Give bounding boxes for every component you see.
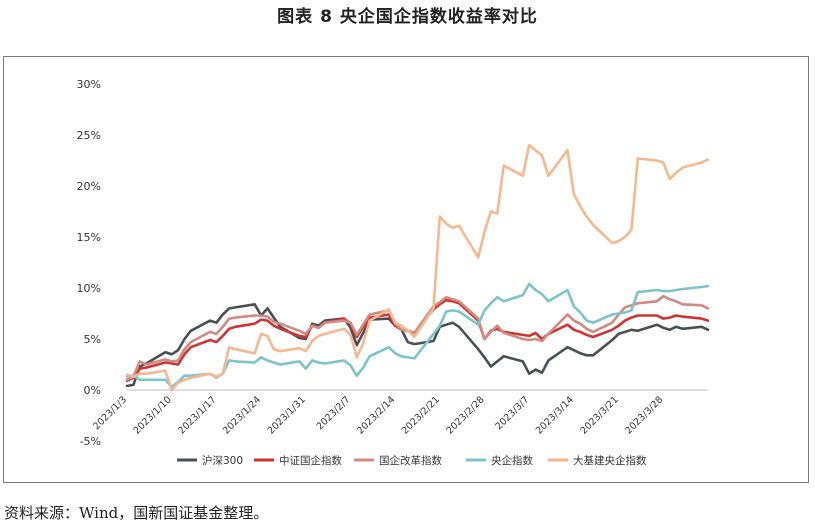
y-tick-label: 15%	[77, 231, 101, 244]
series-line	[125, 143, 710, 392]
legend-label: 沪深300	[202, 454, 243, 467]
x-tick-label: 2023/2/21	[400, 394, 442, 436]
y-tick-label: -5%	[80, 435, 101, 448]
source-note: 资料来源：Wind，国新国证基金整理。	[4, 504, 269, 522]
x-tick-label: 2023/2/14	[355, 394, 397, 436]
x-tick-label: 2023/1/3	[91, 394, 129, 432]
series-line	[125, 282, 710, 389]
series-line	[125, 303, 710, 388]
x-tick-label: 2023/3/28	[623, 394, 665, 436]
legend-label: 大基建央企指数	[573, 454, 647, 467]
x-tick-label: 2023/1/17	[176, 394, 218, 436]
x-tick-label: 2023/3/7	[493, 394, 531, 432]
figure-title: 图表 8 央企国企指数收益率对比	[277, 7, 538, 27]
x-tick-label: 2023/1/10	[132, 394, 174, 436]
y-tick-label: 25%	[77, 129, 101, 142]
legend-label: 央企指数	[491, 454, 533, 467]
x-tick-label: 2023/3/21	[579, 394, 621, 436]
y-tick-label: 20%	[77, 180, 101, 193]
chart-frame: -5% 0% 5% 10% 15% 20% 25% 30% 2023/1/3 2023/1/10…	[3, 56, 809, 483]
legend-label: 中证国企指数	[279, 454, 342, 467]
x-tick-label: 2023/1/24	[221, 394, 263, 436]
series-line	[125, 294, 710, 382]
x-tick-label: 2023/2/7	[315, 394, 353, 432]
line-chart: -5% 0% 5% 10% 15% 20% 25% 30% 2023/1/3 2023/1/10…	[77, 78, 710, 467]
x-tick-label: 2023/1/31	[266, 394, 308, 436]
legend-label: 国企改革指数	[379, 454, 442, 467]
x-tick-label: 2023/3/14	[534, 394, 576, 436]
y-tick-label: 0%	[84, 384, 101, 397]
x-tick-label: 2023/2/28	[444, 394, 486, 436]
y-tick-label: 5%	[84, 333, 101, 346]
y-tick-label: 30%	[77, 78, 101, 91]
y-tick-label: 10%	[77, 282, 101, 295]
